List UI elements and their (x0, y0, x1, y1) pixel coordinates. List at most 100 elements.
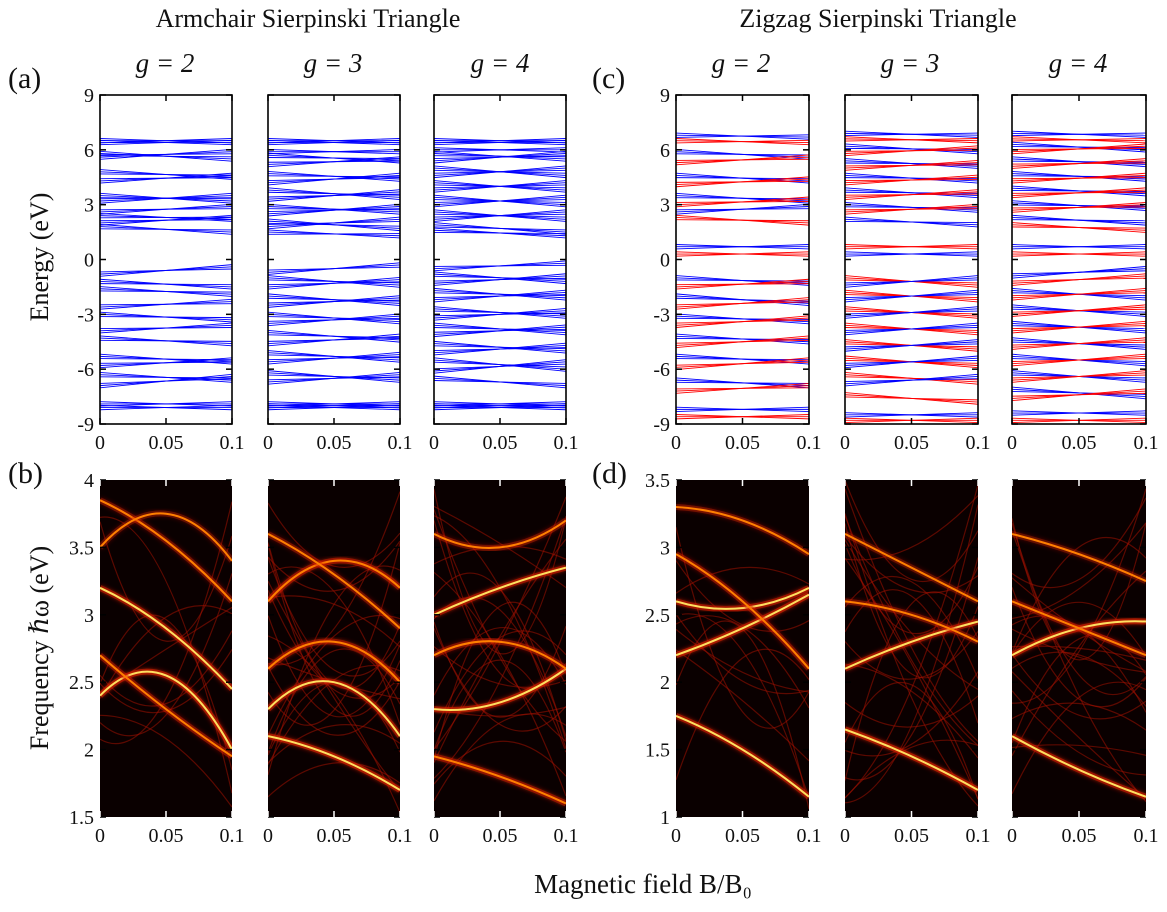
spectrum-peak-line (845, 620, 978, 670)
spectrum-panel-4 (676, 480, 809, 817)
energy-level-line (100, 278, 232, 290)
x-tick-label: 0 (95, 432, 105, 454)
x-tick-label: 0.1 (1134, 825, 1159, 847)
spectrum-peak-line (845, 600, 978, 643)
spectrum-faint-line (434, 713, 566, 802)
spectrum-peak-line (1012, 600, 1146, 657)
energy-panel-4 (676, 132, 809, 420)
energy-level-line (268, 376, 400, 381)
energy-level-line (676, 301, 809, 306)
x-tick-label: 0 (840, 825, 850, 847)
energy-level-line (434, 404, 566, 411)
energy-level-line (100, 286, 232, 297)
x-tick-label: 0 (1007, 432, 1017, 454)
energy-level-line (434, 340, 566, 354)
energy-level-line (268, 350, 400, 363)
spectrum-peak-line (434, 566, 566, 616)
energy-level-line (676, 180, 809, 183)
energy-level-line (434, 150, 566, 162)
energy-level-line (268, 203, 400, 215)
spectrum-faint-line (100, 630, 232, 707)
spectrum-faint-line (676, 613, 809, 695)
energy-panel-2-frame: 0 0.05 0.1 (263, 94, 413, 454)
x-tick-label: 0.05 (1062, 432, 1097, 454)
spectrum-panel-4-frame: 3.5 3 2.5 2 1.5 10 0.05 0.1 (645, 470, 822, 847)
energy-level-line (1012, 308, 1146, 313)
energy-level-line (1012, 191, 1146, 194)
energy-level-line (676, 333, 809, 345)
energy-level-line (434, 271, 566, 285)
magnetic-field-axis-label: Magnetic field B/B₀ (534, 869, 752, 899)
spectrum-faint-line (434, 489, 566, 655)
x-tick-label: 0.05 (317, 825, 352, 847)
spectrum-faint-line (268, 648, 400, 753)
energy-panel-2 (268, 138, 400, 411)
gen-label-a3: g = 4 (471, 48, 530, 78)
spectrum-faint-line (268, 595, 400, 648)
energy-level-line (845, 378, 978, 383)
x-tick-label: 0 (1007, 825, 1017, 847)
spectrum-faint-line (845, 557, 978, 781)
x-tick-label: 0.1 (554, 825, 579, 847)
y-tick-label: 0 (660, 250, 670, 272)
spectrum-faint-line (1012, 651, 1146, 707)
energy-level-line (845, 178, 978, 181)
energy-level-line (845, 279, 978, 284)
energy-level-line (268, 275, 400, 288)
x-tick-label: 0.05 (1062, 825, 1097, 847)
spectrum-faint-line (845, 495, 978, 561)
spectrum-faint-line (1012, 587, 1146, 708)
y-tick-label: 1.5 (69, 807, 94, 829)
y-tick-label: 4 (84, 470, 94, 492)
spectrum-faint-line (1012, 628, 1146, 673)
y-tick-label: 2.5 (69, 672, 94, 694)
energy-level-line (1012, 270, 1146, 275)
energy-level-line (100, 303, 232, 306)
energy-level-line (268, 281, 400, 286)
energy-axis-label: Energy (eV) (25, 193, 54, 322)
spectrum-faint-line (845, 591, 978, 781)
energy-level-line (434, 213, 566, 218)
energy-level-line (1012, 136, 1146, 144)
energy-level-line (100, 153, 232, 156)
energy-level-line (676, 132, 809, 140)
energy-level-line (268, 149, 400, 155)
energy-level-line (434, 227, 566, 239)
spectrum-faint-line (268, 542, 400, 726)
energy-level-line (434, 287, 566, 301)
energy-level-line (845, 327, 978, 331)
y-tick-label: 3 (660, 537, 670, 559)
energy-level-line (434, 155, 566, 160)
spectrum-faint-line (434, 601, 566, 760)
x-tick-label: 0.05 (149, 432, 184, 454)
x-tick-label: 0 (263, 825, 273, 847)
energy-level-line (1012, 341, 1146, 346)
spectrum-peak-line (434, 755, 566, 805)
y-tick-label: 3 (84, 605, 94, 627)
energy-level-line (676, 158, 809, 161)
energy-level-line (100, 223, 232, 235)
energy-level-line (1012, 141, 1146, 153)
spectrum-faint-line (100, 501, 232, 745)
gen-label-c1: g = 2 (712, 48, 771, 78)
spectrum-panel-1-frame: 4 3.5 3 2.5 2 1.50 0.05 0.1 (69, 470, 245, 847)
energy-level-line (434, 347, 566, 351)
y-tick-label: 2 (660, 672, 670, 694)
energy-level-line (434, 328, 566, 333)
y-tick-label: -6 (653, 359, 670, 381)
y-tick-label: 3 (660, 195, 670, 217)
energy-level-line (434, 264, 566, 267)
energy-level-line (845, 143, 978, 155)
y-tick-label: 6 (660, 140, 670, 162)
energy-level-line (676, 406, 809, 413)
x-tick-label: 0.1 (966, 825, 991, 847)
spectrum-peak-line (845, 533, 978, 603)
energy-level-line (268, 187, 400, 200)
energy-level-line (676, 138, 809, 146)
spectrum-peak-line (268, 680, 400, 737)
y-tick-label: 3.5 (69, 537, 94, 559)
y-tick-label: 1.5 (645, 740, 670, 762)
energy-level-line (1012, 325, 1146, 330)
y-tick-label: -9 (77, 414, 94, 436)
energy-level-line (845, 251, 978, 257)
